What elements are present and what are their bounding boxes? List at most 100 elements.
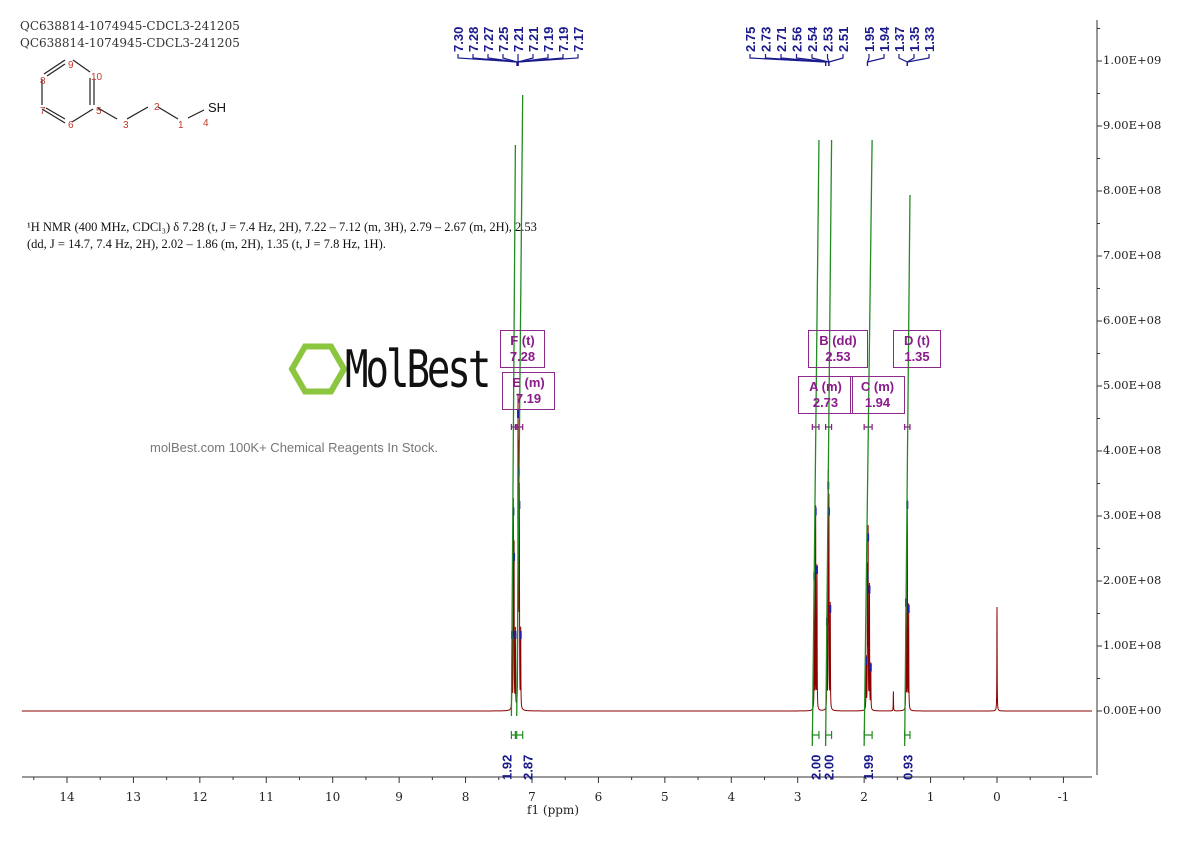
- peak-label: 1.37: [892, 27, 907, 52]
- x-tick-label: 3: [793, 790, 802, 804]
- peak-label: 2.51: [836, 27, 851, 52]
- integral-curve: [516, 94, 524, 717]
- x-tick-label: 12: [192, 790, 208, 804]
- y-tick-label: 0.00E+00: [1103, 703, 1162, 717]
- peak-label: 1.95: [862, 27, 877, 52]
- integral-range-bar: [516, 731, 524, 739]
- nmr-description-line2: (dd, J = 14.7, 7.4 Hz, 2H), 2.02 – 1.86 …: [27, 237, 386, 251]
- peak-label: 2.75: [743, 27, 758, 52]
- peak-label: 7.21: [526, 27, 541, 52]
- thiol-group-label: SH: [208, 100, 227, 115]
- peak-label: 7.21: [511, 27, 526, 52]
- peak-label: 7.30: [451, 27, 466, 52]
- peak-label: 1.94: [877, 26, 892, 52]
- molecule-structure: [41, 59, 205, 124]
- peak-label-connector: [906, 54, 930, 66]
- x-tick-label: 8: [461, 790, 470, 804]
- integral-range-bar: [825, 731, 833, 739]
- peak-label-connector: [866, 54, 885, 66]
- multiplet-label: D (t): [904, 333, 930, 348]
- x-tick-label: 2: [860, 790, 868, 804]
- peak-label-connector: [517, 54, 579, 66]
- x-tick-label: 7: [528, 790, 536, 804]
- atom-label-5: 5: [96, 106, 102, 117]
- spectrum-trace: [21, 393, 1092, 712]
- sample-id-1: QC638814-1074945-CDCL3-241205: [20, 19, 240, 33]
- y-tick-label: 4.00E+08: [1103, 443, 1162, 457]
- multiplet-shift: 2.73: [812, 395, 839, 410]
- integral-range-bar: [510, 731, 516, 739]
- multiplet-box: D (t) 1.35: [893, 330, 941, 368]
- multiplet-box: A (m) 2.73: [798, 376, 853, 414]
- multiplet-box: B (dd) 2.53: [808, 330, 868, 368]
- y-tick-label: 2.00E+08: [1103, 573, 1162, 587]
- integral-value: 0.93: [900, 755, 915, 780]
- multiplet-label: F (t): [510, 333, 535, 348]
- integral-curve: [510, 144, 517, 717]
- x-tick-label: 11: [258, 790, 274, 804]
- watermark-logo: MolBest: [345, 340, 491, 400]
- peak-label: 1.35: [907, 27, 922, 52]
- peak-label: 7.19: [541, 27, 556, 52]
- watermark-tagline: molBest.com 100K+ Chemical Reagents In S…: [150, 440, 438, 455]
- multiplet-box: E (m) 7.19: [502, 372, 555, 410]
- multiplet-label: B (dd): [819, 333, 857, 348]
- atom-label-9: 9: [68, 60, 74, 71]
- multiplet-shift: 7.28: [509, 349, 536, 364]
- integral-curve: [904, 194, 911, 747]
- peak-label: 1.33: [922, 27, 937, 52]
- peak-label: 7.28: [466, 27, 481, 52]
- peak-label-connector: [828, 54, 844, 66]
- multiplet-box: F (t) 7.28: [500, 330, 545, 368]
- x-tick-label: 1: [926, 790, 935, 804]
- x-tick-label: 5: [661, 790, 669, 804]
- y-tick-label: 7.00E+08: [1103, 248, 1162, 262]
- x-tick-label: 14: [59, 790, 75, 804]
- peak-label: 7.27: [481, 27, 496, 52]
- multiplet-label: E (m): [512, 375, 545, 390]
- integral-value: 1.92: [499, 755, 514, 780]
- y-tick-label: 1.00E+09: [1103, 53, 1162, 67]
- atom-label-6: 6: [68, 120, 74, 131]
- y-tick-label: 6.00E+08: [1103, 313, 1162, 327]
- watermark-hexagon-icon: [288, 343, 348, 395]
- integral-value: 2.00: [809, 755, 824, 780]
- atom-label-2: 2: [154, 102, 160, 113]
- integral-range-bar: [863, 731, 873, 739]
- y-tick-label: 8.00E+08: [1103, 183, 1162, 197]
- integral-range-bar: [904, 731, 911, 739]
- peak-label-connector: [906, 54, 915, 66]
- atom-label-10: 10: [91, 72, 103, 83]
- peak-label: 2.54: [805, 26, 820, 52]
- multiplet-shift: 1.35: [904, 349, 930, 364]
- integral-value: 2.00: [822, 755, 837, 780]
- peak-label: 7.25: [496, 27, 511, 52]
- x-tick-label: -1: [1057, 790, 1070, 804]
- integral-value: 1.99: [861, 755, 876, 780]
- y-tick-label: 9.00E+08: [1103, 118, 1162, 132]
- x-tick-label: 4: [727, 790, 736, 804]
- multiplet-box: C (m) 1.94: [850, 376, 905, 414]
- peak-label-connector: [502, 54, 518, 66]
- multiplet-label: A (m): [809, 379, 842, 394]
- y-tick-label: 3.00E+08: [1103, 508, 1162, 522]
- multiplet-shift: 7.19: [515, 391, 542, 406]
- peak-label: 2.56: [790, 27, 805, 52]
- x-tick-label: 9: [395, 790, 403, 804]
- y-tick-label: 1.00E+08: [1103, 638, 1162, 652]
- x-axis-label: f1 (ppm): [527, 803, 579, 817]
- x-tick-label: 0: [993, 790, 1001, 804]
- multiplet-shift: 1.94: [864, 395, 891, 410]
- integral-range-bar: [811, 731, 820, 739]
- x-tick-label: 10: [325, 790, 341, 804]
- peak-label: 2.53: [821, 27, 836, 52]
- multiplet-shift: 2.53: [825, 349, 851, 364]
- atom-label-3: 3: [123, 120, 129, 131]
- nmr-description-line1: ¹H NMR (400 MHz, CDCl₃) δ 7.28 (t, J = 7…: [27, 220, 537, 234]
- peak-label-connector: [898, 54, 908, 66]
- integral-curve: [811, 139, 820, 747]
- integral-value: 2.87: [521, 755, 536, 780]
- atom-label-8: 8: [40, 76, 46, 87]
- peak-label: 7.19: [556, 27, 571, 52]
